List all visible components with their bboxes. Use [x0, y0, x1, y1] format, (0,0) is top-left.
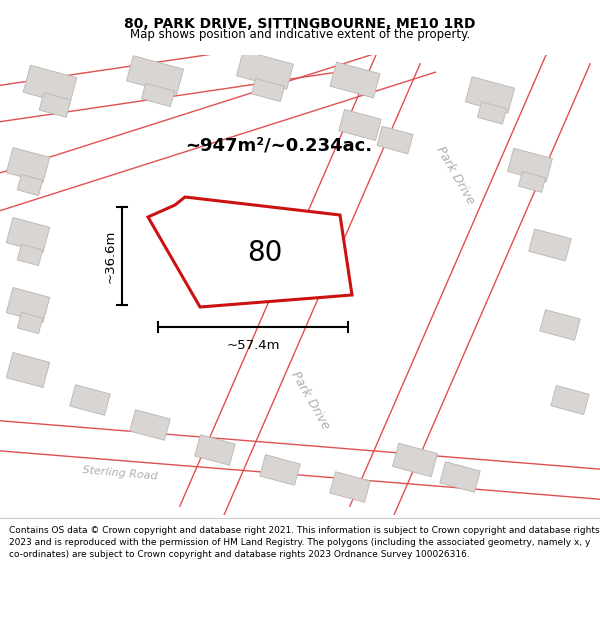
- Bar: [39, 92, 71, 118]
- Polygon shape: [180, 46, 420, 524]
- Bar: [551, 386, 589, 414]
- Bar: [518, 172, 545, 192]
- Text: ~36.6m: ~36.6m: [104, 229, 117, 282]
- Bar: [17, 174, 43, 196]
- Bar: [330, 472, 370, 502]
- Bar: [392, 443, 437, 477]
- Bar: [6, 288, 50, 322]
- Bar: [127, 56, 184, 94]
- Bar: [478, 102, 506, 124]
- Bar: [339, 109, 381, 141]
- Polygon shape: [0, 38, 332, 122]
- Text: 80: 80: [247, 239, 283, 267]
- Bar: [6, 352, 50, 388]
- Bar: [23, 65, 77, 105]
- Text: Park Drive: Park Drive: [288, 369, 332, 431]
- Text: ~947m²/~0.234ac.: ~947m²/~0.234ac.: [185, 136, 372, 154]
- Text: 80, PARK DRIVE, SITTINGBOURNE, ME10 1RD: 80, PARK DRIVE, SITTINGBOURNE, ME10 1RD: [124, 16, 476, 31]
- Bar: [17, 244, 43, 266]
- Text: ~57.4m: ~57.4m: [226, 339, 280, 352]
- Text: Park Drive: Park Drive: [433, 144, 477, 206]
- Bar: [130, 410, 170, 440]
- Bar: [70, 385, 110, 415]
- Bar: [260, 455, 300, 485]
- Text: Sterling Road: Sterling Road: [82, 465, 158, 481]
- Text: Contains OS data © Crown copyright and database right 2021. This information is : Contains OS data © Crown copyright and d…: [9, 526, 599, 559]
- Bar: [377, 126, 413, 154]
- Bar: [195, 435, 235, 465]
- Bar: [508, 148, 553, 182]
- Bar: [142, 83, 175, 107]
- Bar: [540, 310, 580, 340]
- Bar: [251, 78, 284, 102]
- Polygon shape: [0, 420, 600, 500]
- Text: Map shows position and indicative extent of the property.: Map shows position and indicative extent…: [130, 28, 470, 41]
- Polygon shape: [350, 46, 590, 524]
- Bar: [440, 462, 480, 492]
- Bar: [236, 51, 293, 89]
- Bar: [529, 229, 571, 261]
- Polygon shape: [148, 197, 352, 307]
- Bar: [6, 217, 50, 252]
- Bar: [466, 77, 515, 113]
- Bar: [330, 62, 380, 98]
- Bar: [6, 148, 50, 182]
- Polygon shape: [0, 38, 436, 212]
- Bar: [17, 312, 43, 334]
